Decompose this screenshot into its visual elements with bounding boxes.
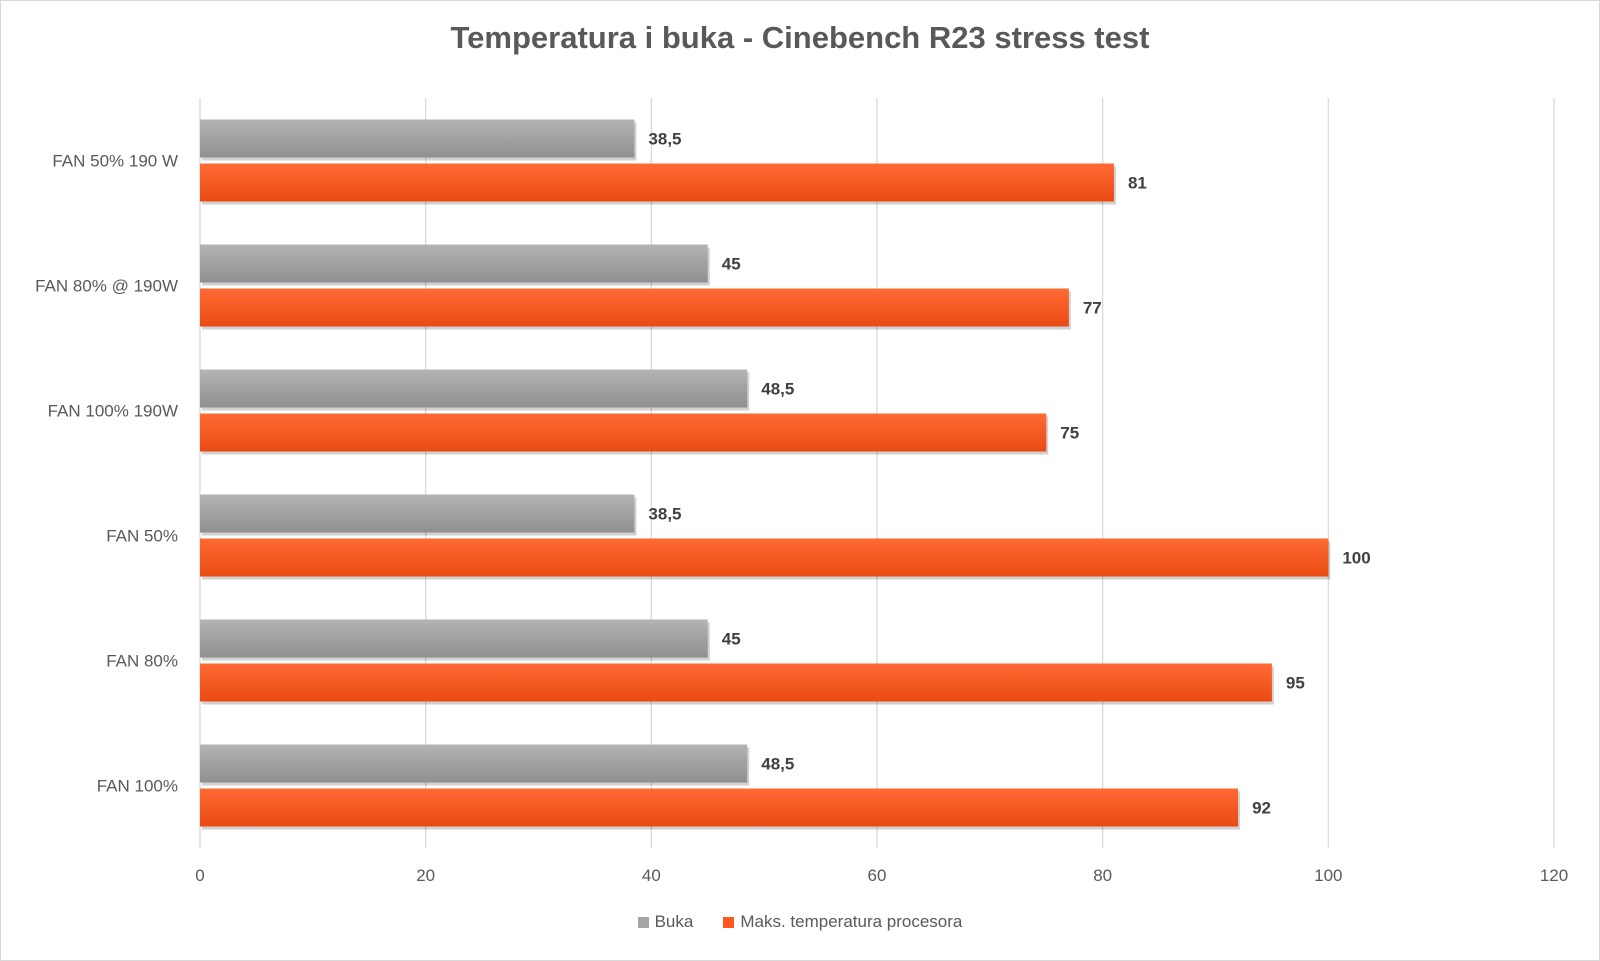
data-label: 45 <box>722 255 741 274</box>
bar-temperatura[interactable] <box>200 538 1329 577</box>
bar-temperatura[interactable] <box>200 788 1239 827</box>
legend-label-temperatura: Maks. temperatura procesora <box>740 912 963 931</box>
x-tick-label: 60 <box>868 866 887 885</box>
category-label: FAN 50% <box>106 527 178 546</box>
bar-buka[interactable] <box>200 244 708 283</box>
data-label: 48,5 <box>761 755 794 774</box>
data-label: 81 <box>1128 174 1147 193</box>
data-label: 48,5 <box>761 380 794 399</box>
data-label: 38,5 <box>648 130 681 149</box>
legend-label-buka: Buka <box>654 912 694 931</box>
data-label: 95 <box>1286 674 1305 693</box>
bar-buka[interactable] <box>200 619 708 658</box>
data-label: 45 <box>722 630 741 649</box>
legend-swatch-buka <box>637 916 649 928</box>
data-label: 100 <box>1342 549 1370 568</box>
gridlines <box>199 98 1555 848</box>
labels: 0 20 40 60 80 100 120 FAN 50% 190 W 38,5 81 FAN 80… <box>35 130 1568 886</box>
category-label: FAN 100% 190W <box>48 402 178 421</box>
x-tick-label: 20 <box>416 866 435 885</box>
legend-swatch-temperatura <box>723 916 735 928</box>
x-tick-label: 0 <box>195 866 204 885</box>
bars <box>200 119 1331 830</box>
bar-temperatura[interactable] <box>200 663 1272 702</box>
bar-temperatura[interactable] <box>200 413 1047 452</box>
category-label: FAN 100% <box>97 777 178 796</box>
bar-buka[interactable] <box>200 369 748 408</box>
x-tick-label: 100 <box>1314 866 1342 885</box>
legend-item-buka[interactable]: Buka <box>637 912 694 932</box>
bar-buka[interactable] <box>200 744 748 783</box>
data-label: 92 <box>1252 799 1271 818</box>
bar-buka[interactable] <box>200 119 635 158</box>
bar-temperatura[interactable] <box>200 163 1114 202</box>
bar-buka[interactable] <box>200 494 635 533</box>
chart-title: Temperatura i buka - Cinebench R23 stres… <box>450 20 1150 55</box>
legend-item-temperatura[interactable]: Maks. temperatura procesora <box>723 912 962 932</box>
x-tick-label: 80 <box>1093 866 1112 885</box>
legend: Buka Maks. temperatura procesora <box>0 912 1600 932</box>
category-label: FAN 50% 190 W <box>52 152 178 171</box>
data-label: 75 <box>1060 424 1079 443</box>
bar-temperatura[interactable] <box>200 288 1069 327</box>
data-label: 38,5 <box>648 505 681 524</box>
x-tick-label: 40 <box>642 866 661 885</box>
category-label: FAN 80% <box>106 652 178 671</box>
data-label: 77 <box>1083 299 1102 318</box>
category-label: FAN 80% @ 190W <box>35 277 178 296</box>
x-tick-label: 120 <box>1540 866 1568 885</box>
